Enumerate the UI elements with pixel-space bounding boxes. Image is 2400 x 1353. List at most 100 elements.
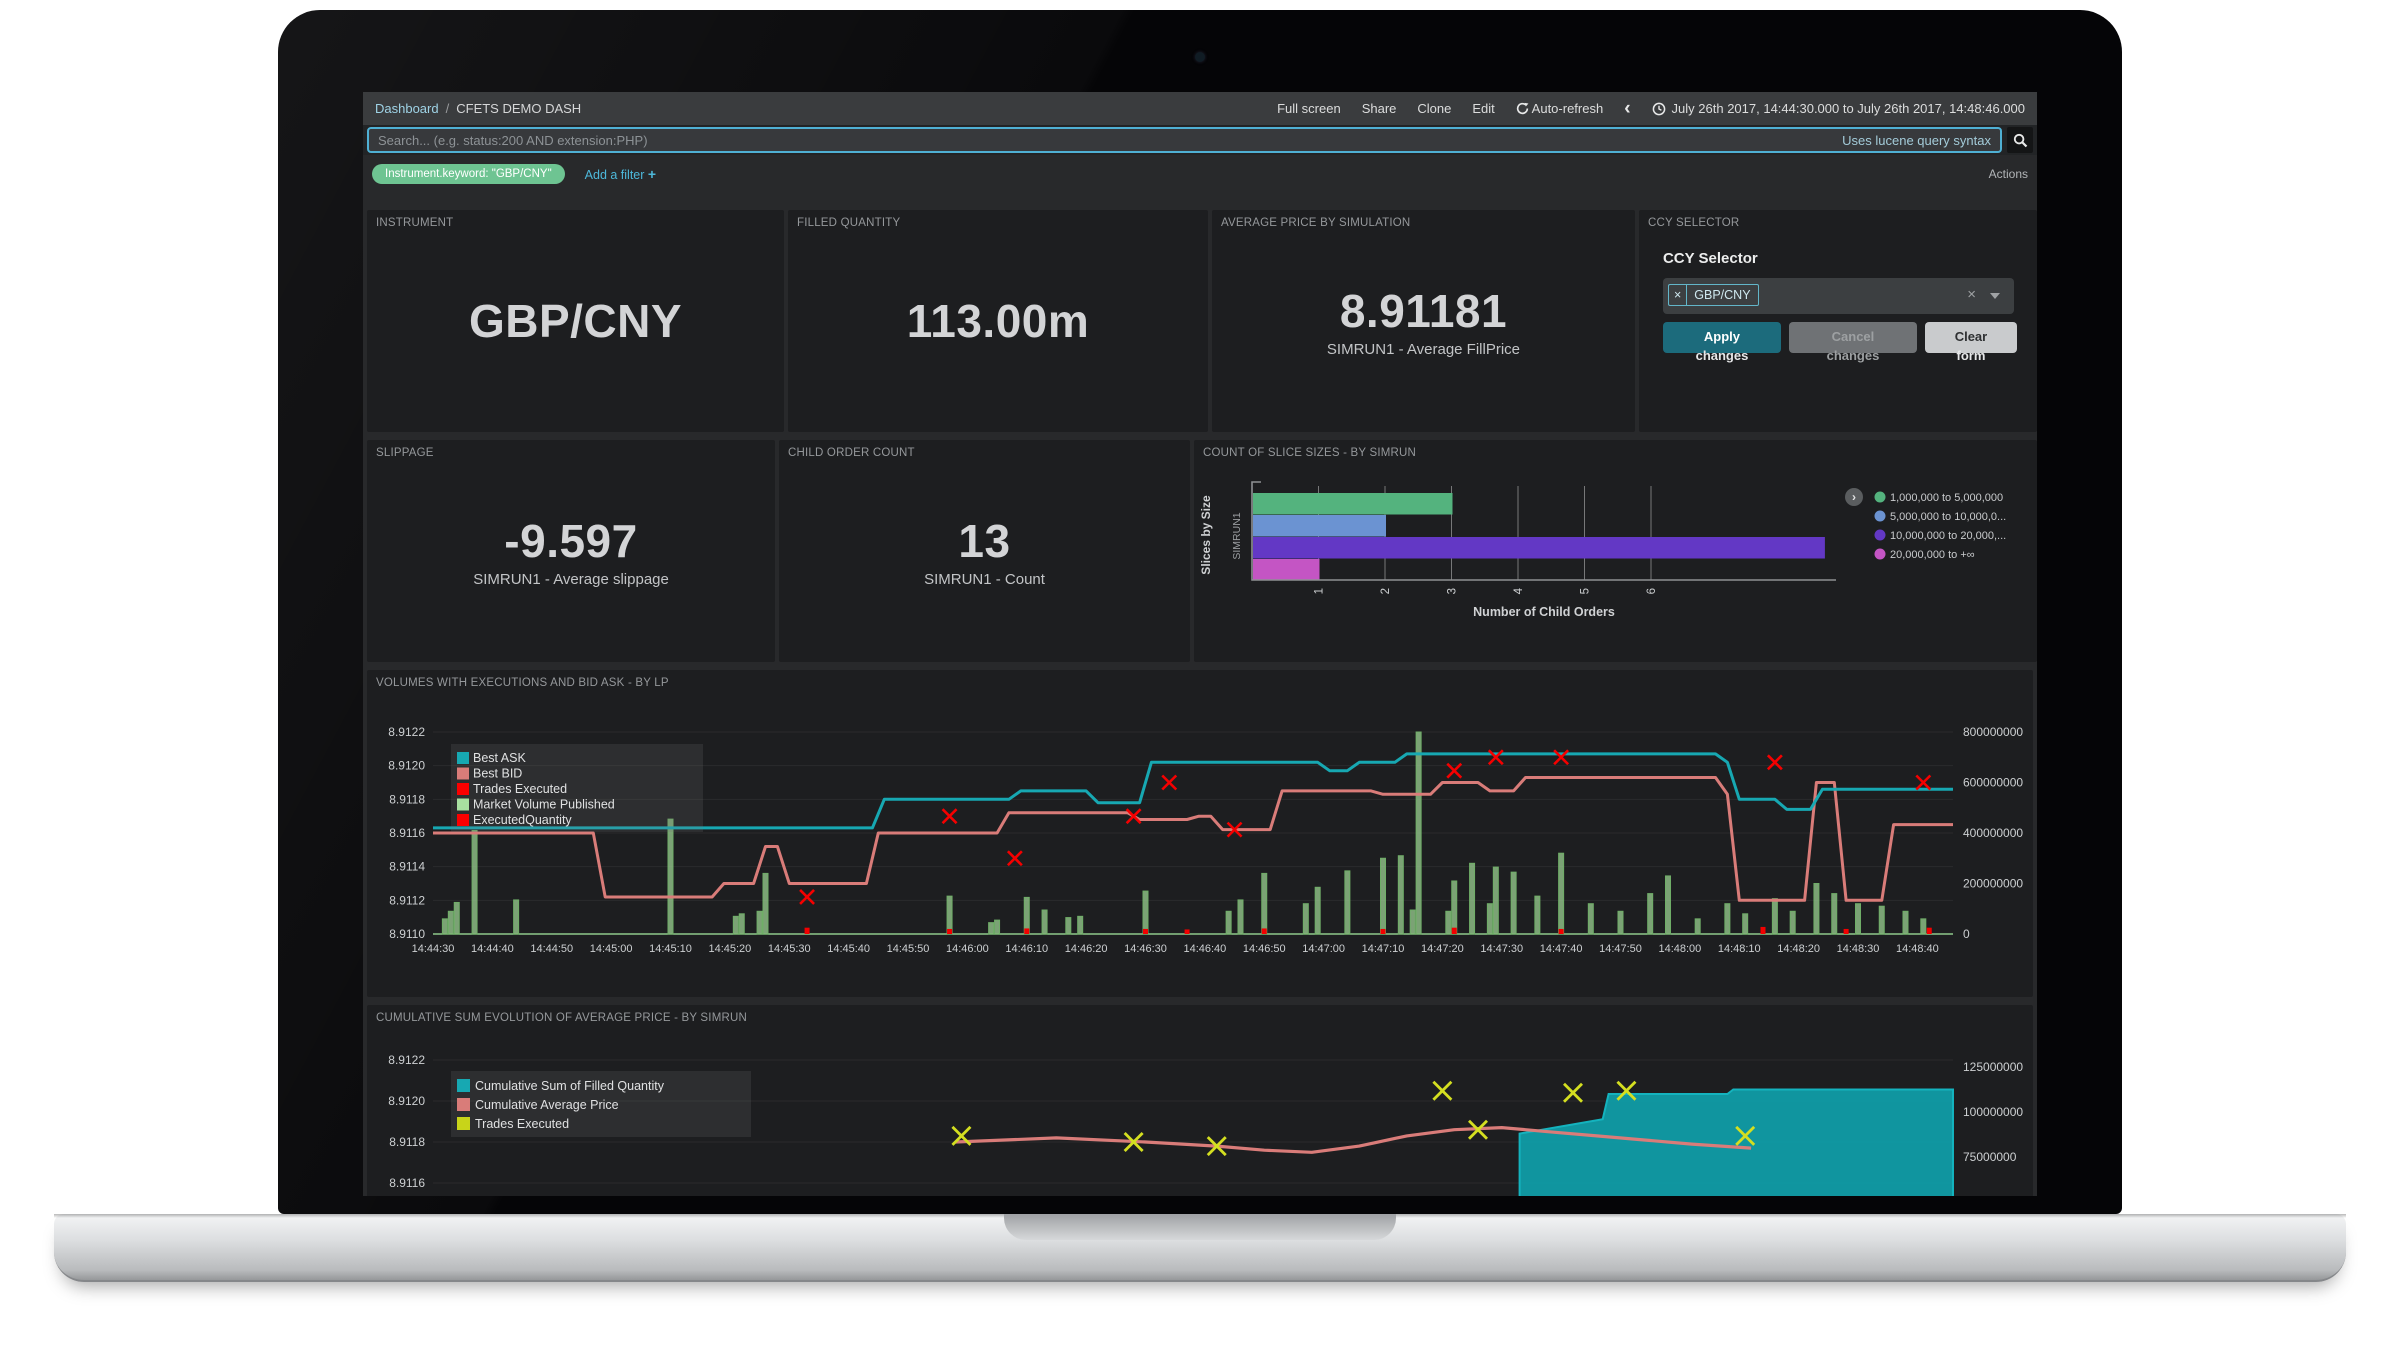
x-tick-label: 1	[1314, 588, 1326, 594]
edit-button[interactable]: Edit	[1472, 101, 1495, 116]
child-order-count-panel: CHILD ORDER COUNT 13 SIMRUN1 - Count	[779, 440, 1190, 662]
left-axis-tick: 8.9118	[389, 1135, 425, 1149]
share-button[interactable]: Share	[1361, 101, 1397, 116]
x-tick-label: 2	[1380, 588, 1392, 594]
actions-button[interactable]: Actions	[1988, 166, 2028, 181]
legend-collapse-icon	[1845, 488, 1863, 506]
legend-label: 10,000,000 to 20,000,...	[1890, 530, 2006, 542]
chart-legend[interactable]: Cumulative Sum of Filled Quantity Cumulat…	[451, 1071, 751, 1137]
left-axis-tick: 8.9120	[388, 759, 425, 773]
search-placeholder: Search... (e.g. status:200 AND extension…	[378, 132, 648, 148]
left-axis-tick: 8.9122	[388, 725, 425, 739]
x-axis-tick: 14:44:30	[412, 943, 455, 955]
breadcrumb-separator: /	[445, 101, 450, 116]
x-axis-tick: 14:47:30	[1480, 943, 1523, 955]
search-icon	[2013, 133, 2027, 147]
ccy-select-box[interactable]: × GBP/CNY ×	[1662, 278, 2014, 314]
legend-label: Best ASK	[473, 751, 526, 765]
select-caret-icon[interactable]	[1989, 293, 2000, 299]
left-axis-tick: 8.9120	[388, 1094, 425, 1108]
top-navbar: Dashboard / CFETS DEMO DASH Full screen …	[363, 92, 2037, 125]
filter-pill-instrument[interactable]: Instrument.keyword: "GBP/CNY"	[372, 163, 565, 184]
tag-value: GBP/CNY	[1686, 284, 1759, 306]
cancel-changes-button[interactable]: Cancel changes	[1788, 322, 1917, 363]
x-axis-tick: 14:48:10	[1718, 943, 1761, 955]
select-clear-icon[interactable]: ×	[1967, 286, 1976, 303]
add-filter-button[interactable]: Add a filter +	[584, 165, 657, 182]
fullscreen-button[interactable]: Full screen	[1277, 101, 1341, 116]
x-axis-tick: 14:45:40	[827, 943, 870, 955]
x-axis-tick: 14:46:50	[1243, 943, 1286, 955]
average-price-value: 8.91181	[1339, 285, 1508, 337]
child-order-count-sublabel: SIMRUN1 - Count	[924, 571, 1045, 588]
tag-remove-icon[interactable]: ×	[1667, 284, 1687, 306]
market-volume-bar	[1314, 886, 1321, 935]
market-volume-bar	[1855, 903, 1861, 935]
left-axis-tick: 8.9112	[389, 893, 425, 907]
cumulative-avg-price-line	[955, 1126, 1752, 1154]
market-volume-bar	[1813, 883, 1820, 935]
slice-bar[interactable]	[1253, 493, 1453, 515]
best-ask-line	[433, 752, 1953, 830]
slice-bar[interactable]	[1253, 559, 1320, 581]
market-volume-bar	[1302, 903, 1309, 935]
search-bar-row: Search... (e.g. status:200 AND extension…	[363, 125, 2037, 155]
slice-bar[interactable]	[1253, 515, 1386, 537]
laptop-screen-bezel: Dashboard / CFETS DEMO DASH Full screen …	[278, 10, 2122, 1214]
market-volume-bar	[1831, 893, 1838, 935]
clear-form-button[interactable]: Clear form	[1924, 322, 2017, 363]
right-axis-tick: 600000000	[1963, 776, 2023, 790]
filter-row: Instrument.keyword: "GBP/CNY" Add a filt…	[363, 155, 2037, 192]
x-axis-tick: 14:45:00	[590, 943, 633, 955]
breadcrumb-dashboard-link[interactable]: Dashboard	[375, 101, 439, 116]
market-volume-bar	[1451, 880, 1458, 935]
legend-label: Trades Executed	[475, 1117, 569, 1131]
market-volume-bar	[1587, 903, 1594, 935]
right-axis-tick: 75000000	[1963, 1150, 2017, 1164]
chart-legend[interactable]: › 1,000,000 to 5,000,000 5,000,000 to 10,0…	[1845, 488, 2006, 561]
legend-swatch	[1874, 548, 1886, 560]
auto-refresh-button[interactable]: Auto-refresh	[1516, 101, 1603, 116]
executed-qty-bar	[1143, 928, 1148, 934]
clone-button[interactable]: Clone	[1417, 101, 1452, 116]
legend-label: 20,000,000 to +∞	[1890, 549, 1975, 561]
x-tick-label: 3	[1447, 588, 1459, 594]
slice-bar[interactable]	[1253, 537, 1825, 559]
search-button[interactable]	[2007, 127, 2033, 153]
left-axis-tick: 8.9110	[389, 927, 425, 941]
market-volume-bar	[1415, 731, 1422, 935]
time-range-picker[interactable]: July 26th 2017, 14:44:30.000 to July 26t…	[1652, 101, 2025, 116]
x-axis-tick: 14:47:50	[1599, 943, 1642, 955]
panel-title: COUNT OF SLICE SIZES - BY SIMRUN	[1203, 447, 1417, 459]
laptop-base	[54, 1214, 2346, 1282]
executed-qty-bar	[1380, 928, 1386, 934]
slippage-sublabel: SIMRUN1 - Average slippage	[473, 571, 669, 588]
search-input[interactable]: Search... (e.g. status:200 AND extension…	[367, 127, 2002, 153]
legend-swatch	[1874, 510, 1886, 522]
x-axis-tick: 14:47:20	[1421, 943, 1464, 955]
left-axis-tick: 8.9122	[388, 1053, 425, 1067]
market-volume-bar	[1789, 910, 1796, 935]
market-volume-bar	[1380, 857, 1386, 935]
market-volume-bar	[513, 899, 520, 935]
x-axis-tick: 14:48:00	[1658, 943, 1701, 955]
market-volume-bar	[1065, 917, 1072, 935]
instrument-value: GBP/CNY	[468, 295, 683, 347]
apply-changes-button[interactable]: Apply changes	[1662, 322, 1781, 363]
market-volume-bar	[1534, 895, 1541, 935]
legend-swatch	[457, 1079, 470, 1092]
plus-icon: +	[647, 165, 657, 182]
legend-swatch	[457, 783, 469, 795]
x-axis-tick: 14:46:20	[1065, 943, 1108, 955]
market-volume-bar	[1665, 875, 1671, 935]
x-axis-tick: 14:46:30	[1124, 943, 1167, 955]
x-axis-tick: 14:44:40	[471, 943, 514, 955]
collapse-timepicker-chevron[interactable]: ‹	[1624, 97, 1631, 119]
volumes-bid-ask-chart: 8.9122 8.9120 8.9118 8.9116 8.9114 8.9112 8.91…	[388, 725, 2023, 955]
market-volume-bar	[1647, 893, 1654, 935]
x-axis-tick: 14:47:00	[1302, 943, 1345, 955]
ccy-selected-tag: × GBP/CNY	[1667, 284, 1759, 306]
market-volume-bar	[1142, 890, 1149, 935]
x-axis-tick: 14:44:50	[530, 943, 573, 955]
